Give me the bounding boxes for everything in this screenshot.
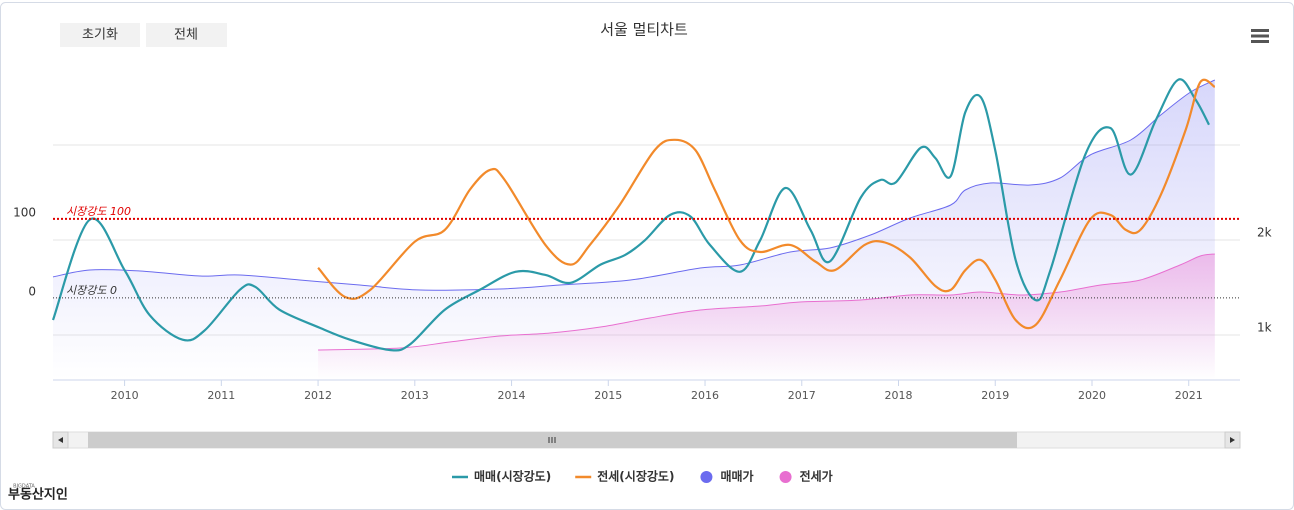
legend-label[interactable]: 매매(시장강도)	[474, 469, 551, 484]
area-line	[318, 253, 1215, 351]
x-tick-label: 2017	[788, 389, 816, 402]
all-button[interactable]	[146, 23, 227, 47]
y-tick-label: 0	[28, 284, 36, 298]
scrollbar[interactable]	[52, 431, 1241, 449]
area-fill	[318, 254, 1215, 380]
legend-symbol	[700, 471, 713, 483]
x-tick-label: 2016	[691, 389, 719, 402]
x-tick-label: 2014	[498, 389, 526, 402]
legend-label[interactable]: 전세(시장강도)	[597, 469, 674, 484]
x-tick-label: 2015	[594, 389, 622, 402]
x-tick-label: 2010	[111, 389, 139, 402]
x-tick-label: 2012	[304, 389, 332, 402]
y-tick-label: 100	[13, 205, 36, 219]
plot-line-label: 시장강도 0	[66, 284, 117, 297]
x-tick-label: 2019	[981, 389, 1009, 402]
x-tick-label: 2021	[1175, 389, 1203, 402]
y2-tick-label: 2k	[1257, 225, 1272, 239]
logo-text: 부동산지인	[8, 487, 68, 503]
x-tick-label: 2020	[1078, 389, 1106, 402]
x-tick-label: 2011	[207, 389, 235, 402]
line	[317, 78, 1216, 330]
reset-button-label: 초기화	[82, 28, 118, 43]
plot-line-label: 시장강도 100	[66, 205, 131, 218]
x-tick-label: 2018	[885, 389, 913, 402]
area-line	[52, 79, 1216, 291]
legend-label[interactable]: 전세가	[800, 469, 833, 484]
legend-label[interactable]: 매매가	[720, 469, 753, 484]
y2-tick-label: 1k	[1257, 320, 1272, 334]
chart-title: 서울 멀티차트	[600, 21, 688, 39]
line	[51, 78, 1210, 352]
legend-symbol	[779, 471, 792, 483]
x-tick-label: 2013	[401, 389, 429, 402]
menu-icon[interactable]	[1251, 29, 1269, 43]
logo-small: BIGDATA	[13, 484, 35, 490]
all-button-label: 전체	[174, 28, 198, 43]
reset-button[interactable]	[60, 23, 140, 47]
